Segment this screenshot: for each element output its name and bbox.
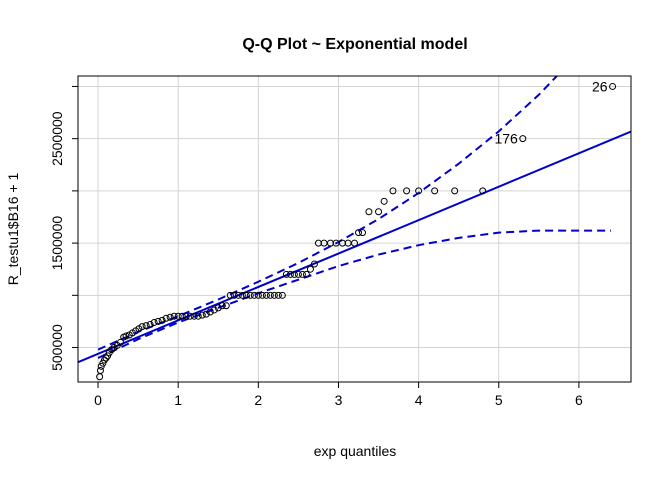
data-point-76 [415, 187, 423, 195]
data-point-45 [246, 291, 254, 299]
data-point-30 [186, 312, 194, 320]
data-point-58 [298, 270, 306, 278]
x-tick-label-4: 4 [415, 392, 423, 408]
x-axis-label: exp quantiles [314, 443, 397, 459]
data-point-52 [274, 291, 282, 299]
data-point-28 [178, 312, 186, 320]
chart-title: Q-Q Plot ~ Exponential model [242, 36, 467, 53]
y-tick-label-0: 500000 [49, 324, 65, 371]
x-tick-label-0: 0 [94, 392, 102, 408]
data-point-32 [194, 312, 202, 320]
data-point-80 [519, 135, 527, 143]
grid-lines [78, 76, 631, 382]
data-point-19 [142, 322, 150, 330]
data-point-41 [230, 291, 238, 299]
data-point-26 [170, 312, 178, 320]
data-point-47 [254, 291, 262, 299]
x-axis: 0 1 2 3 4 5 6 [94, 382, 583, 408]
data-point-20 [146, 321, 154, 329]
x-tick-label-1: 1 [174, 392, 182, 408]
data-point-38 [218, 302, 226, 310]
data-point-81 [609, 82, 617, 90]
data-point-39 [222, 302, 230, 310]
fit-line-group [78, 130, 631, 364]
data-point-46 [250, 291, 258, 299]
data-point-55 [286, 270, 294, 278]
data-point-33 [198, 311, 206, 319]
data-point-59 [302, 270, 310, 278]
data-point-11 [116, 338, 124, 346]
data-point-25 [166, 313, 174, 321]
data-point-13 [122, 332, 130, 340]
x-tick-label-5: 5 [495, 392, 503, 408]
data-point-40 [226, 291, 234, 299]
data-point-24 [162, 314, 170, 322]
data-point-29 [182, 312, 190, 320]
plot-frame [77, 75, 632, 383]
fit-line [78, 130, 631, 364]
data-point-70 [359, 229, 367, 237]
data-point-68 [351, 239, 358, 247]
y-tick-label-2: 1500000 [49, 216, 65, 271]
data-point-61 [310, 260, 318, 268]
data-point-42 [234, 291, 242, 299]
data-point-54 [282, 270, 290, 278]
data-point-79 [479, 187, 487, 195]
data-point-60 [306, 265, 314, 273]
data-point-23 [158, 316, 166, 324]
data-point-72 [375, 208, 383, 216]
data-point-53 [278, 291, 286, 299]
data-point-69 [355, 229, 363, 237]
data-point-5 [102, 354, 110, 362]
x-tick-label-2: 2 [254, 392, 262, 408]
data-point-56 [290, 270, 298, 278]
data-point-31 [190, 312, 198, 320]
data-point-49 [262, 291, 270, 299]
data-point-27 [174, 312, 182, 320]
data-point-35 [206, 308, 214, 316]
data-point-44 [242, 291, 250, 299]
y-tick-label-4: 2500000 [49, 111, 65, 166]
data-point-1 [96, 367, 104, 375]
data-point-57 [294, 270, 302, 278]
data-point-36 [210, 306, 218, 314]
y-axis-label: R_testu1$B16 + 1 [5, 173, 21, 286]
point-label-0: 176 [494, 131, 518, 147]
data-point-34 [202, 310, 210, 318]
data-point-21 [150, 318, 158, 326]
point-label-1: 26 [592, 78, 608, 94]
data-point-77 [431, 187, 439, 195]
data-point-43 [238, 291, 246, 299]
band-lower-line [97, 229, 611, 359]
data-point-18 [138, 323, 146, 331]
y-axis: 500000 1500000 2500000 [49, 85, 78, 371]
data-point-78 [451, 187, 459, 195]
data-point-22 [154, 317, 162, 325]
data-point-51 [270, 291, 278, 299]
data-point-75 [403, 187, 411, 195]
data-point-37 [214, 304, 222, 312]
x-tick-label-6: 6 [575, 392, 583, 408]
data-point-73 [380, 197, 388, 205]
data-point-50 [266, 291, 274, 299]
data-point-48 [258, 291, 266, 299]
point-labels: 176 26 [494, 78, 607, 146]
data-point-74 [389, 187, 397, 195]
x-tick-label-3: 3 [335, 392, 343, 408]
data-point-71 [365, 208, 373, 216]
data-points [96, 82, 617, 381]
